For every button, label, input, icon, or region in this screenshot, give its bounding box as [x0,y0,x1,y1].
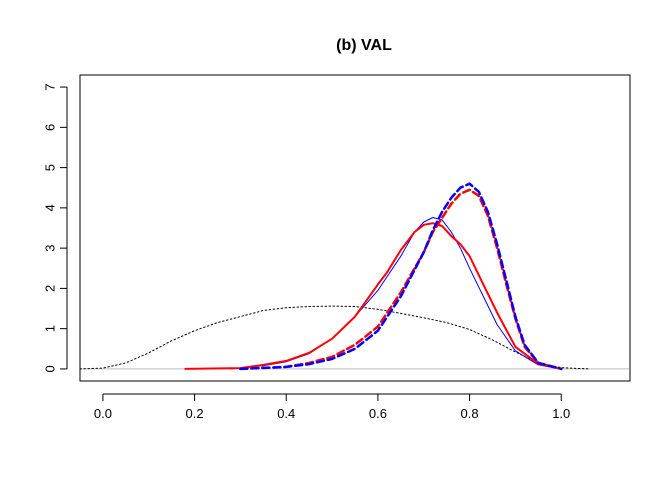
y-tick-label: 4 [43,204,58,211]
y-tick-label: 2 [43,285,58,292]
x-tick-label: 0.0 [94,406,112,421]
series-line-3 [184,222,563,370]
series-line-2 [230,217,562,370]
x-tick-label: 0.6 [369,406,387,421]
x-tick-label: 0.8 [461,406,479,421]
x-tick-label: 0.4 [277,406,295,421]
chart-title: (b) VAL [336,37,392,54]
x-tick-label: 0.2 [186,406,204,421]
y-tick-label: 0 [43,365,58,372]
y-tick-label: 7 [43,83,58,90]
x-tick-label: 1.0 [552,406,570,421]
y-tick-label: 3 [43,245,58,252]
plot-frame [79,74,631,382]
y-tick-label: 1 [43,325,58,332]
series-line-5 [239,182,563,371]
y-tick-label: 6 [43,124,58,131]
y-tick-label: 5 [43,164,58,171]
series-line-1 [79,305,590,370]
